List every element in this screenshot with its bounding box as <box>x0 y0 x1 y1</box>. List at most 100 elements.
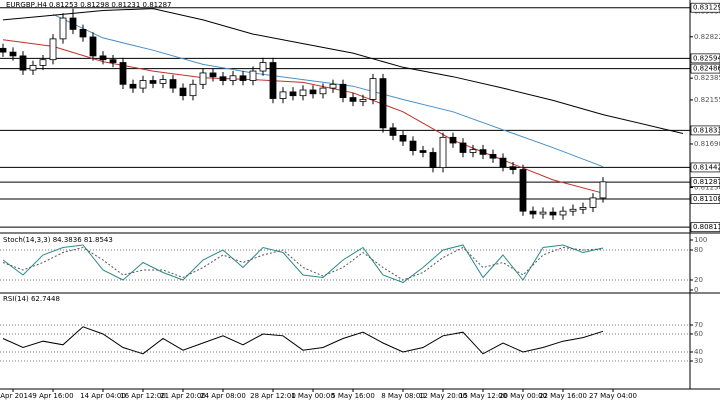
candle-body <box>579 206 587 210</box>
candle-body <box>169 79 177 89</box>
candle-body <box>239 75 247 81</box>
candle-body <box>349 97 357 102</box>
level-box <box>690 53 720 64</box>
level-label: 0.82594 <box>693 54 720 62</box>
candle-body <box>269 62 277 99</box>
candle-body <box>179 87 187 97</box>
y-tick-label: 20 <box>694 276 703 284</box>
candle-body <box>539 211 547 215</box>
candle-body <box>219 76 227 81</box>
candle-body <box>479 149 487 155</box>
candle-body <box>429 152 437 169</box>
candle-body <box>69 17 77 30</box>
y-tick-label: 0 <box>694 286 698 294</box>
x-tick-label: 28 Apr 12:00 <box>250 392 296 400</box>
x-tick-label: 9 Apr 16:00 <box>32 392 73 400</box>
y-tick-label: 0.82385 <box>694 74 720 82</box>
candle-body <box>399 135 407 142</box>
candle-body <box>249 70 257 81</box>
candle-body <box>489 153 497 159</box>
candle-body <box>119 62 127 85</box>
x-tick-label: 15 May 12:00 <box>459 392 507 400</box>
y-tick-label: 100 <box>694 236 707 244</box>
indicator-line <box>52 13 604 168</box>
candle-body <box>299 89 307 97</box>
candle-body <box>389 127 397 136</box>
chart-title: EURGBP,H4 0.81253 0.81298 0.81231 0.8128… <box>6 1 172 9</box>
x-tick-label: 16 Apr 12:00 <box>120 392 166 400</box>
candle-body <box>359 99 367 102</box>
candle-body <box>589 197 597 208</box>
x-tick-label: 14 Apr 04:00 <box>80 392 126 400</box>
candle-body <box>309 89 317 95</box>
candle-body <box>439 136 447 169</box>
level-box <box>690 177 720 187</box>
candle-body <box>459 142 467 153</box>
candle-body <box>89 36 97 57</box>
x-tick-label: 1 May 00:00 <box>291 392 335 400</box>
level-box <box>690 162 720 173</box>
candle-body <box>599 181 607 199</box>
candle-body <box>509 166 517 170</box>
candle-body <box>319 87 327 95</box>
candle-body <box>409 140 417 151</box>
candle-body <box>49 38 57 61</box>
x-tick-label: 24 Apr 08:00 <box>200 392 246 400</box>
y-tick-label: 0.82155 <box>694 96 720 104</box>
indicator-line <box>2 8 684 134</box>
x-tick-label: 12 May 20:00 <box>419 392 467 400</box>
candle-body <box>79 29 87 38</box>
level-box <box>690 194 720 204</box>
y-tick-label: 0.82822 <box>694 33 720 41</box>
level-box <box>690 125 720 136</box>
stoch-title: Stoch(14,3,3) 84.3836 81.8543 <box>3 236 113 244</box>
candle-body <box>339 83 347 98</box>
x-tick-label: 27 May 04:00 <box>589 392 637 400</box>
y-tick-label: 30 <box>694 357 703 365</box>
x-tick-label: 8 May 08:00 <box>381 392 425 400</box>
candle-body <box>39 59 47 66</box>
candle-body <box>499 157 507 168</box>
x-tick-label: 21 Apr 20:00 <box>160 392 206 400</box>
indicator-line <box>2 244 604 284</box>
candle-body <box>469 149 477 153</box>
candle-body <box>529 210 537 215</box>
candle-body <box>259 62 267 72</box>
level-label: 0.81287 <box>693 178 720 186</box>
candle-body <box>99 55 107 61</box>
candle-body <box>139 80 147 89</box>
candle-body <box>329 83 337 89</box>
candle-body <box>9 51 17 57</box>
level-box <box>690 222 720 233</box>
level-label: 0.80811 <box>693 223 720 231</box>
candle-body <box>549 211 557 216</box>
candle-body <box>279 91 287 99</box>
candle-body <box>189 83 197 97</box>
rsi-title: RSI(14) 62.7448 <box>3 295 60 303</box>
y-tick-label: 70 <box>694 321 703 329</box>
level-label: 0.81442 <box>693 163 720 171</box>
level-box <box>690 63 720 74</box>
level-label: 0.82486 <box>693 65 720 73</box>
candle-body <box>149 80 157 84</box>
level-box <box>690 2 720 13</box>
y-tick-label: 60 <box>694 330 703 338</box>
candle-body <box>559 210 567 216</box>
candle-body <box>229 75 237 81</box>
candle-body <box>379 78 387 129</box>
indicator-line <box>2 326 604 355</box>
candle-body <box>449 136 457 144</box>
x-tick-label: 5 May 16:00 <box>331 392 375 400</box>
candle-body <box>0 47 7 53</box>
candle-body <box>59 17 67 40</box>
x-tick-label: 7 Apr 2014 <box>0 392 33 400</box>
candle-body <box>519 169 527 212</box>
candle-body <box>569 208 577 212</box>
x-tick-label: 20 May 00:00 <box>499 392 547 400</box>
candle-body <box>129 83 137 89</box>
